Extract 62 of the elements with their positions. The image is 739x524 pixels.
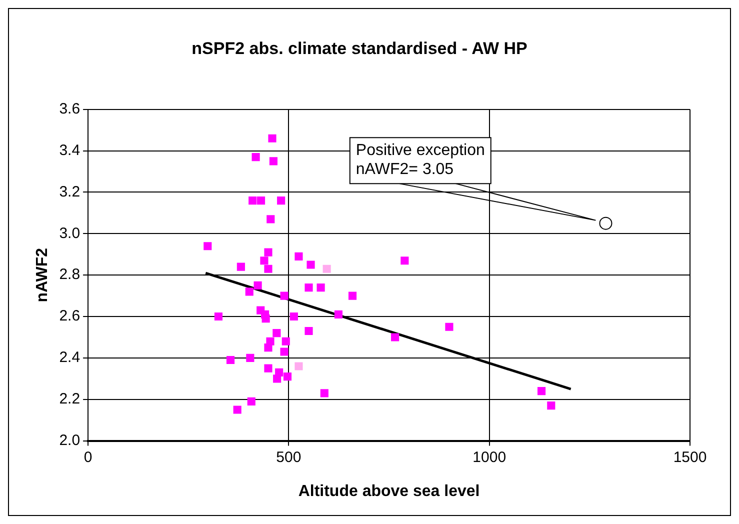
y-tick-label: 3.0 xyxy=(59,224,80,242)
point xyxy=(294,362,303,370)
point xyxy=(283,372,292,381)
y-tick-label: 3.6 xyxy=(59,100,80,118)
y-tick-label: 2.0 xyxy=(59,432,80,449)
y-axis-title: nAWF2 xyxy=(34,248,52,302)
point xyxy=(256,196,266,205)
point xyxy=(277,196,286,205)
point xyxy=(272,329,281,338)
point xyxy=(266,215,275,224)
point xyxy=(226,356,235,364)
point xyxy=(269,157,278,166)
point xyxy=(599,216,612,230)
point xyxy=(537,387,546,396)
point xyxy=(248,196,257,205)
point xyxy=(348,292,357,300)
point xyxy=(247,397,256,406)
point xyxy=(260,256,268,265)
x-tick-label: 0 xyxy=(84,448,92,466)
point xyxy=(268,134,276,142)
annotation: Positive exception nAWF2= 3.05 xyxy=(356,142,485,178)
point xyxy=(445,322,454,331)
point xyxy=(322,264,331,273)
y-tick-label: 2.6 xyxy=(59,308,80,325)
point xyxy=(214,312,223,321)
point xyxy=(264,364,272,372)
point xyxy=(233,406,242,414)
point xyxy=(264,248,272,256)
point xyxy=(304,283,313,292)
point xyxy=(254,281,262,290)
y-tick-label: 3.2 xyxy=(59,183,80,200)
point xyxy=(320,389,328,398)
point xyxy=(282,337,290,346)
point xyxy=(252,153,260,162)
point xyxy=(290,312,298,321)
point xyxy=(316,283,325,292)
point xyxy=(304,326,313,336)
point xyxy=(280,292,288,300)
x-axis-title: Altitude above sea level xyxy=(298,482,480,500)
chart-title: nSPF2 abs. climate standardised - AW HP xyxy=(192,38,528,58)
y-tick-label: 3.4 xyxy=(59,142,80,159)
x-tick-label: 1500 xyxy=(673,448,707,466)
point xyxy=(273,374,282,383)
point xyxy=(334,310,342,318)
y-tick-label: 2.2 xyxy=(59,390,80,408)
point xyxy=(262,314,270,323)
x-tick-label: 1000 xyxy=(472,448,506,466)
point xyxy=(400,256,409,265)
y-tick-label: 2.4 xyxy=(59,349,80,366)
point xyxy=(236,262,245,271)
point xyxy=(306,260,315,269)
point xyxy=(204,242,212,250)
y-tick-label: 2.8 xyxy=(59,266,80,284)
point xyxy=(294,252,303,260)
point xyxy=(280,348,288,356)
point xyxy=(391,333,400,342)
point xyxy=(547,402,556,410)
point xyxy=(246,354,254,362)
point xyxy=(245,288,254,296)
x-tick-label: 500 xyxy=(276,448,302,466)
point xyxy=(264,344,272,352)
point xyxy=(264,264,272,273)
